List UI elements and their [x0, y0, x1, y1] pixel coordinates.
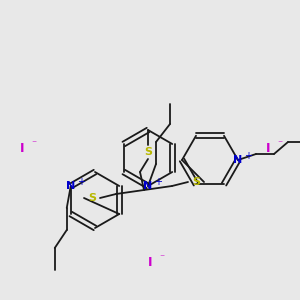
Text: ⁻: ⁻ [159, 253, 165, 263]
Text: I: I [20, 142, 24, 154]
Text: I: I [266, 142, 270, 154]
Text: S: S [192, 177, 200, 187]
Text: S: S [88, 193, 96, 203]
Text: S: S [144, 147, 152, 157]
Text: ⁻: ⁻ [278, 139, 283, 149]
Text: +: + [77, 177, 85, 187]
Text: N: N [66, 181, 75, 191]
Text: I: I [148, 256, 152, 268]
Text: ⁻: ⁻ [32, 139, 37, 149]
Text: +: + [154, 177, 162, 187]
Text: N: N [233, 155, 243, 165]
Text: +: + [244, 151, 252, 161]
Text: N: N [143, 181, 153, 191]
